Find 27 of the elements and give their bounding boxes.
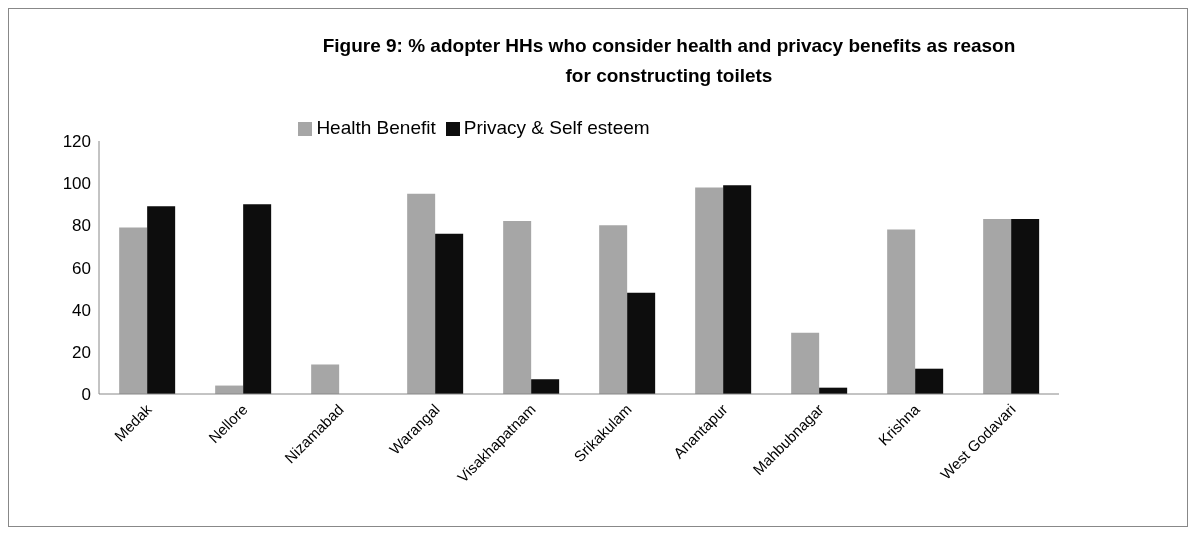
y-tick-label: 20 <box>72 342 91 362</box>
bar <box>887 229 916 394</box>
legend-label: Health Benefit <box>316 117 436 138</box>
chart-title: Figure 9: % adopter HHs who consider health and privacy benefits as reason for constructing toilets <box>321 34 1017 88</box>
bar <box>243 204 272 394</box>
bar <box>147 206 176 394</box>
bar <box>983 219 1012 394</box>
y-tick-label: 40 <box>72 300 91 320</box>
y-tick-label: 80 <box>72 216 91 236</box>
bar <box>311 364 340 394</box>
bar <box>791 332 820 394</box>
bar <box>531 379 560 394</box>
bar <box>119 227 148 394</box>
y-tick-label: 0 <box>81 385 91 405</box>
bar <box>915 368 944 394</box>
bar <box>723 185 752 394</box>
y-tick-label: 60 <box>72 258 91 278</box>
bar <box>695 187 724 394</box>
bar <box>503 221 532 394</box>
y-tick-label: 120 <box>62 132 91 152</box>
bar <box>627 292 656 394</box>
bar <box>435 233 464 394</box>
y-tick-label: 100 <box>62 174 91 194</box>
bar <box>407 193 436 394</box>
legend-label: Privacy & Self esteem <box>463 117 650 138</box>
bar <box>599 225 628 394</box>
bar <box>1011 219 1040 394</box>
